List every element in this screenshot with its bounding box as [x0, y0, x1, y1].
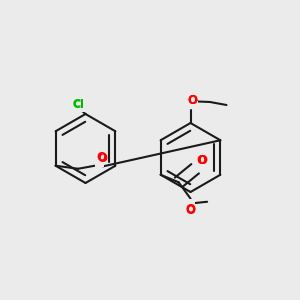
- FancyBboxPatch shape: [94, 159, 103, 166]
- Text: Cl: Cl: [72, 100, 84, 110]
- FancyBboxPatch shape: [186, 199, 195, 206]
- Text: O: O: [188, 94, 198, 107]
- Text: O: O: [96, 151, 106, 164]
- Text: O: O: [97, 152, 107, 164]
- Text: O: O: [196, 154, 207, 167]
- FancyBboxPatch shape: [194, 162, 202, 169]
- Text: O: O: [187, 94, 197, 106]
- Text: Cl: Cl: [73, 99, 85, 109]
- FancyBboxPatch shape: [189, 101, 198, 109]
- FancyBboxPatch shape: [72, 103, 88, 112]
- Text: O: O: [185, 204, 195, 217]
- Text: O: O: [197, 154, 207, 167]
- Text: O: O: [185, 203, 195, 216]
